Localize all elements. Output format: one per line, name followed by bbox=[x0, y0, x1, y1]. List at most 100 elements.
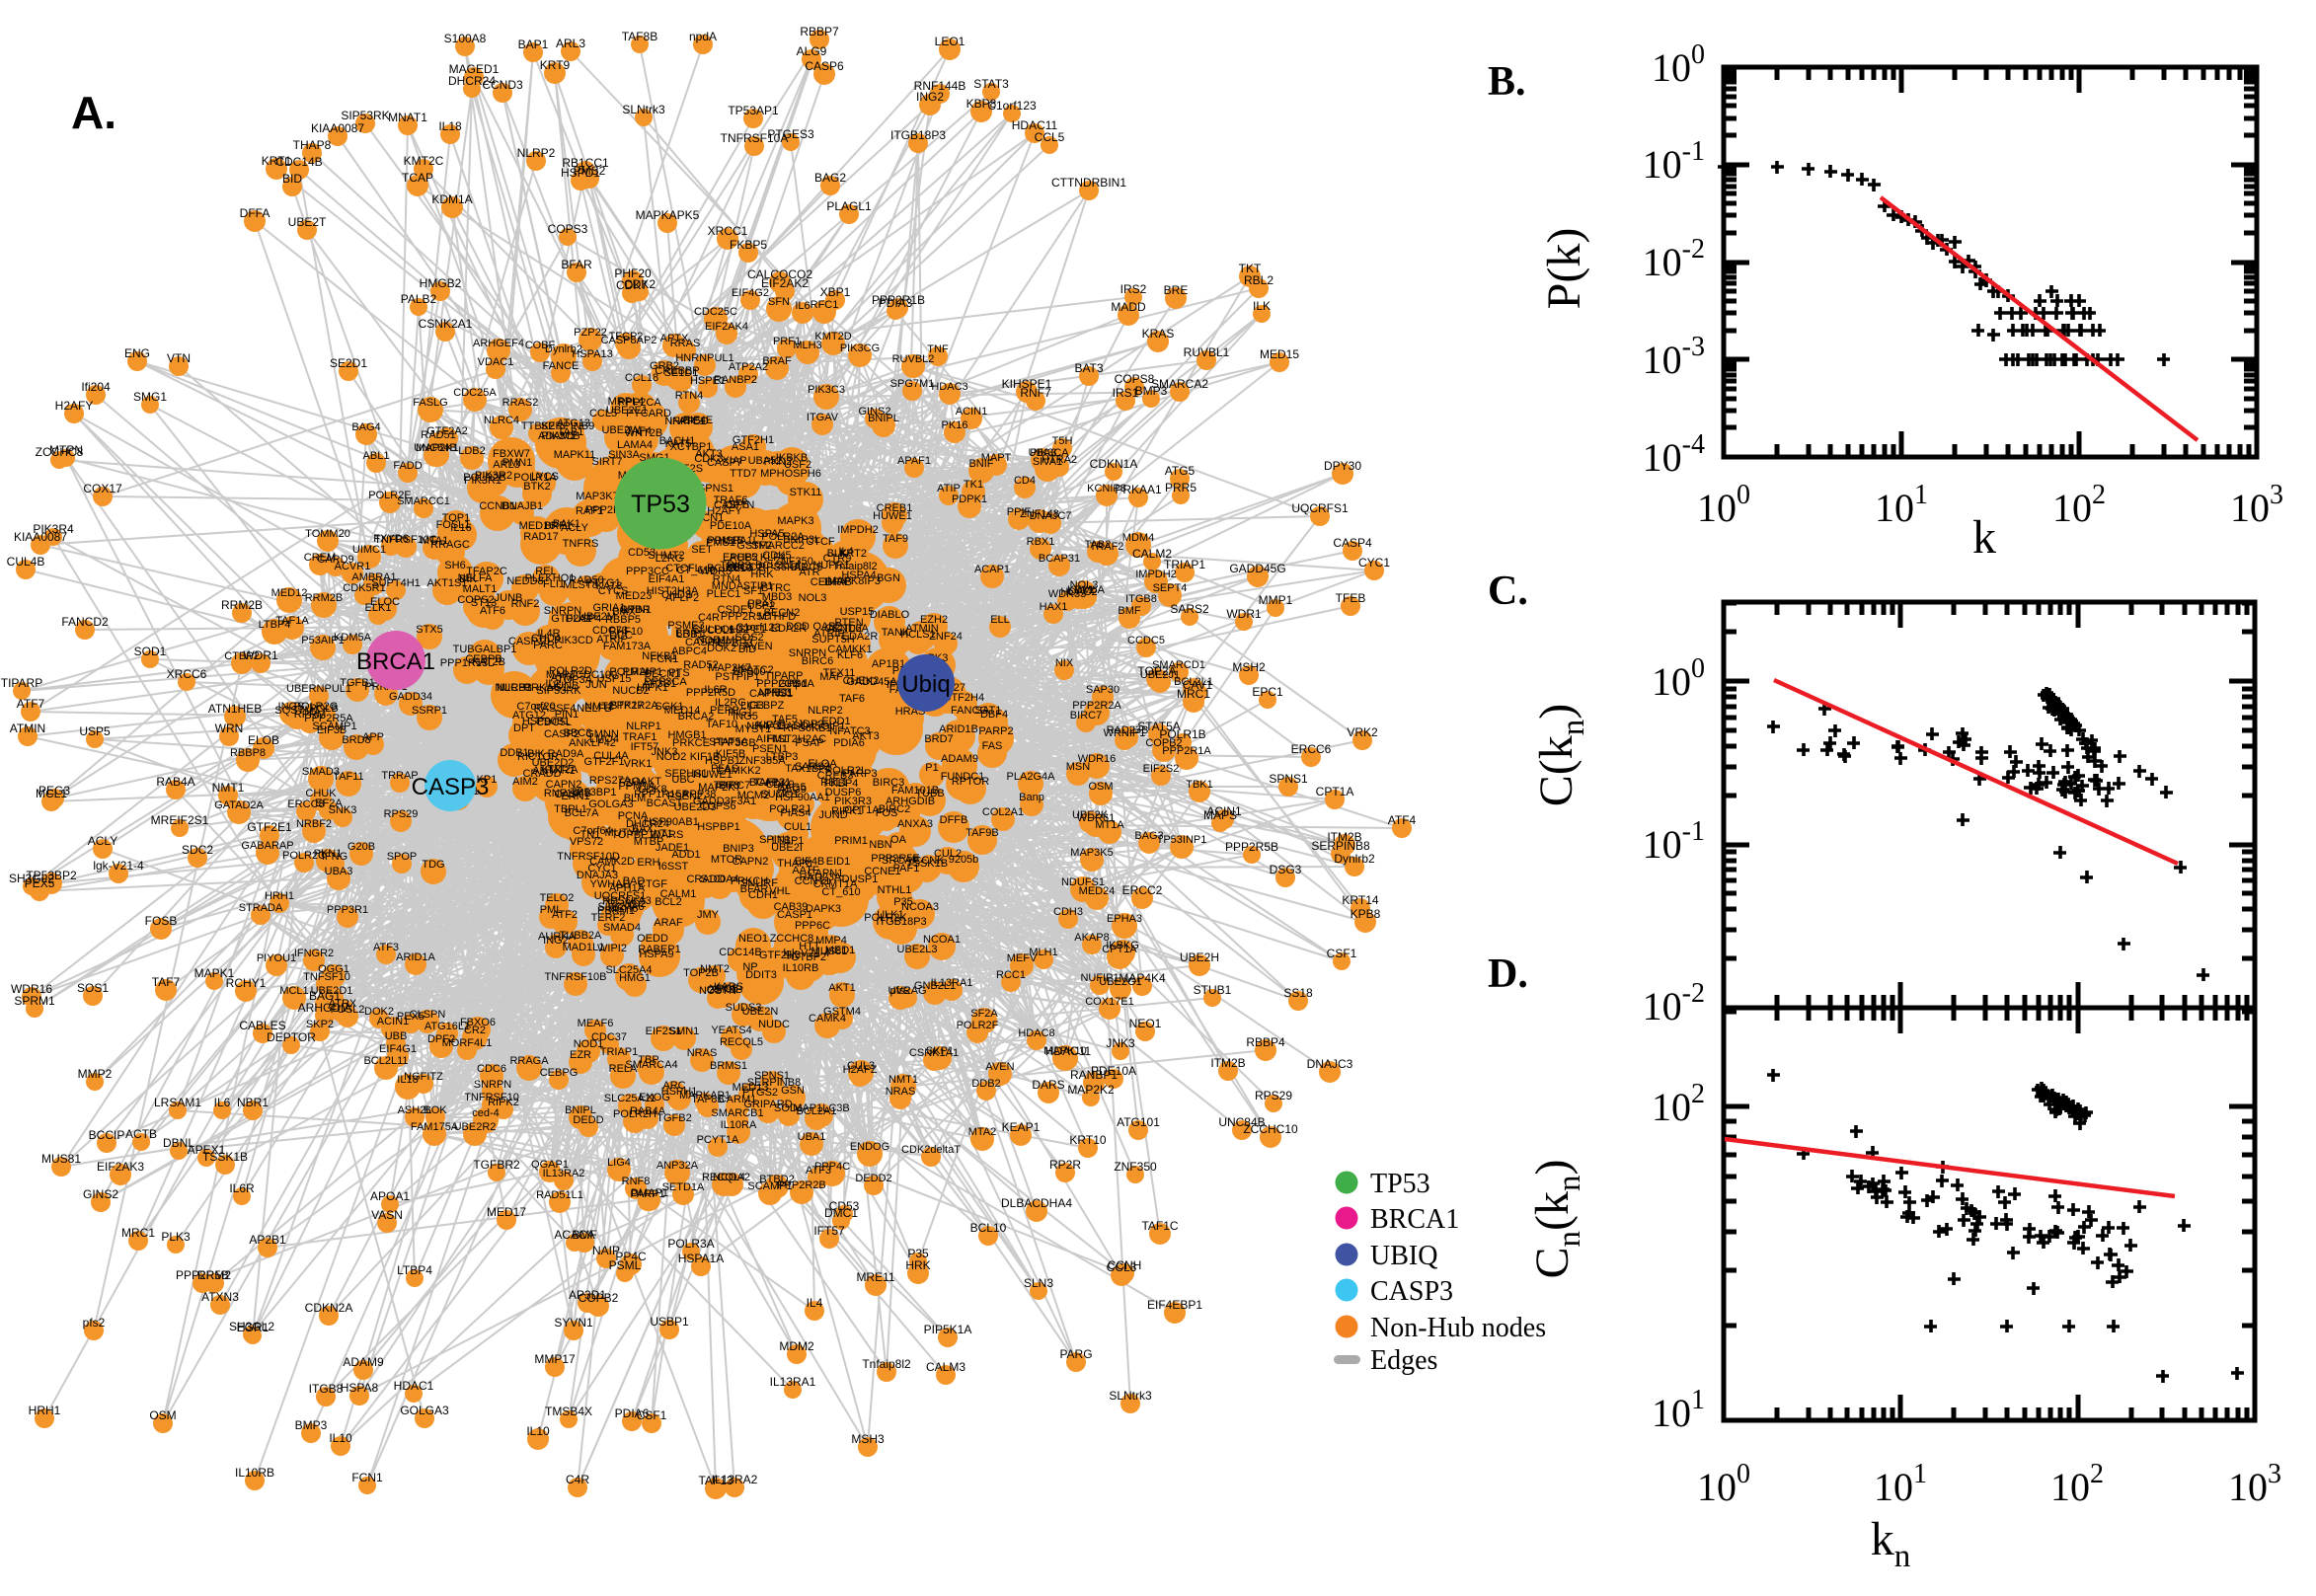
svg-text:DSG3: DSG3 bbox=[1270, 863, 1302, 876]
svg-text:PIK3C3: PIK3C3 bbox=[808, 384, 845, 396]
svg-text:CASP6: CASP6 bbox=[805, 59, 844, 73]
svg-text:CCNT1: CCNT1 bbox=[795, 875, 831, 887]
svg-text:BMP3: BMP3 bbox=[295, 1418, 328, 1432]
svg-text:9205b: 9205b bbox=[949, 854, 979, 866]
svg-text:BRCA1: BRCA1 bbox=[1370, 1204, 1459, 1235]
svg-text:LEO1: LEO1 bbox=[935, 35, 965, 48]
svg-text:KPB8: KPB8 bbox=[1351, 907, 1381, 921]
svg-text:STUB1: STUB1 bbox=[1194, 983, 1232, 997]
svg-text:CDK5R1: CDK5R1 bbox=[343, 582, 385, 594]
svg-text:MED15: MED15 bbox=[1260, 347, 1299, 361]
svg-text:IL13RA2: IL13RA2 bbox=[543, 1168, 585, 1179]
svg-text:PDE10A: PDE10A bbox=[1091, 1064, 1136, 1078]
svg-text:ACIN1: ACIN1 bbox=[1206, 804, 1242, 818]
svg-text:EIF3B: EIF3B bbox=[317, 724, 347, 736]
svg-text:TFEB: TFEB bbox=[1336, 591, 1366, 605]
svg-text:F2H4: F2H4 bbox=[619, 777, 646, 789]
svg-text:KRAS: KRAS bbox=[1142, 327, 1175, 341]
svg-text:BMF: BMF bbox=[1118, 605, 1141, 617]
svg-text:GOLGA3: GOLGA3 bbox=[400, 1404, 449, 1417]
svg-text:RBX1: RBX1 bbox=[1027, 536, 1055, 548]
svg-text:SFN: SFN bbox=[768, 296, 790, 308]
svg-text:ATN1HEB: ATN1HEB bbox=[208, 702, 262, 716]
svg-text:NTHL1: NTHL1 bbox=[878, 884, 912, 896]
svg-text:LDB2: LDB2 bbox=[458, 445, 486, 457]
svg-text:TAF9: TAF9 bbox=[883, 533, 908, 545]
svg-text:BRCA1: BRCA1 bbox=[356, 648, 435, 675]
svg-text:DNAJC3: DNAJC3 bbox=[1307, 1057, 1353, 1071]
svg-text:HMGB2: HMGB2 bbox=[420, 276, 462, 290]
svg-text:DUSP4: DUSP4 bbox=[566, 613, 602, 625]
svg-text:CDK7: CDK7 bbox=[616, 278, 648, 292]
svg-text:CPT1A: CPT1A bbox=[1316, 785, 1354, 798]
svg-text:OSM: OSM bbox=[149, 1408, 176, 1422]
svg-text:EZR: EZR bbox=[570, 1049, 591, 1061]
svg-text:MED12: MED12 bbox=[271, 587, 308, 599]
svg-text:UBE2R2: UBE2R2 bbox=[454, 1121, 497, 1133]
svg-text:KLF6: KLF6 bbox=[837, 649, 863, 661]
svg-text:NOD2: NOD2 bbox=[656, 751, 687, 763]
svg-text:HNRNPUL1: HNRNPUL1 bbox=[675, 352, 733, 364]
svg-text:ITM2B: ITM2B bbox=[1210, 1056, 1245, 1070]
svg-text:RAD17: RAD17 bbox=[523, 531, 558, 543]
svg-text:SMAD3: SMAD3 bbox=[302, 766, 340, 778]
svg-text:RCHY1: RCHY1 bbox=[226, 976, 267, 990]
svg-text:PPP2R1A: PPP2R1A bbox=[1162, 745, 1211, 757]
svg-text:MAP2K1: MAP2K1 bbox=[416, 442, 458, 454]
svg-text:RNF144B: RNF144B bbox=[914, 79, 966, 93]
svg-text:ALG9: ALG9 bbox=[797, 44, 827, 58]
svg-text:CDH3: CDH3 bbox=[1053, 906, 1083, 918]
svg-text:SPIN1: SPIN1 bbox=[759, 834, 791, 846]
svg-text:WDR1: WDR1 bbox=[1226, 607, 1262, 621]
svg-text:AP3B1: AP3B1 bbox=[643, 678, 676, 690]
svg-text:ARHGEF4: ARHGEF4 bbox=[473, 338, 524, 349]
svg-text:D.: D. bbox=[1488, 951, 1528, 997]
svg-text:MALT1: MALT1 bbox=[463, 583, 498, 595]
svg-text:CASP3: CASP3 bbox=[412, 774, 490, 800]
svg-text:NBR1: NBR1 bbox=[237, 1096, 269, 1109]
svg-text:UBE2T: UBE2T bbox=[288, 215, 327, 229]
svg-text:TGFB1: TGFB1 bbox=[340, 677, 374, 689]
svg-text:ITGB8: ITGB8 bbox=[1125, 593, 1157, 605]
svg-text:RAF1: RAF1 bbox=[576, 505, 603, 517]
svg-text:CCL5: CCL5 bbox=[1035, 130, 1065, 144]
svg-text:PPP2R5B: PPP2R5B bbox=[176, 1268, 229, 1282]
svg-text:Ubiq: Ubiq bbox=[901, 671, 950, 698]
svg-text:BMP3: BMP3 bbox=[1135, 384, 1168, 398]
svg-text:CDC73: CDC73 bbox=[592, 625, 628, 637]
svg-text:BGN: BGN bbox=[877, 572, 900, 584]
svg-text:C1orf123: C1orf123 bbox=[987, 99, 1037, 113]
svg-text:BCL10: BCL10 bbox=[970, 1221, 1007, 1235]
svg-text:HRH1: HRH1 bbox=[29, 1404, 61, 1417]
svg-text:EID1: EID1 bbox=[826, 856, 850, 868]
svg-text:HDAC8: HDAC8 bbox=[1018, 1027, 1054, 1039]
svg-text:NCOA3: NCOA3 bbox=[901, 901, 939, 913]
svg-text:H2AFY: H2AFY bbox=[55, 399, 94, 413]
svg-text:MCL1: MCL1 bbox=[279, 985, 308, 997]
svg-text:SETD1A: SETD1A bbox=[662, 1181, 705, 1193]
svg-text:NIX: NIX bbox=[1055, 657, 1074, 669]
svg-text:COX17: COX17 bbox=[83, 482, 122, 495]
svg-text:Dynlrb2: Dynlrb2 bbox=[545, 343, 582, 355]
svg-text:NRAS: NRAS bbox=[687, 1047, 718, 1059]
svg-text:TAF4: TAF4 bbox=[626, 425, 652, 437]
svg-text:AP1B1: AP1B1 bbox=[872, 658, 905, 670]
svg-text:TAF9B: TAF9B bbox=[965, 827, 998, 839]
svg-text:DFFB: DFFB bbox=[940, 814, 968, 826]
svg-text:CUL4B: CUL4B bbox=[7, 555, 45, 569]
svg-text:MAP2K7: MAP2K7 bbox=[698, 782, 740, 794]
svg-text:TRIAP1: TRIAP1 bbox=[600, 1046, 639, 1058]
svg-text:DPY30: DPY30 bbox=[1324, 459, 1361, 473]
svg-text:NEO1: NEO1 bbox=[1129, 1017, 1162, 1030]
svg-text:TOP2B: TOP2B bbox=[683, 967, 719, 979]
svg-text:SERPINB8: SERPINB8 bbox=[1311, 839, 1370, 853]
svg-text:EPC1: EPC1 bbox=[1252, 685, 1283, 699]
svg-text:NEDD8: NEDD8 bbox=[506, 575, 543, 587]
svg-text:ATF7: ATF7 bbox=[17, 697, 45, 711]
svg-text:MDM4: MDM4 bbox=[1122, 532, 1154, 544]
svg-text:ARC: ARC bbox=[662, 1080, 685, 1092]
svg-text:APAF1: APAF1 bbox=[897, 455, 931, 467]
svg-text:GABARAP: GABARAP bbox=[241, 840, 293, 852]
svg-text:RELA: RELA bbox=[609, 1063, 638, 1075]
svg-text:PDPK1: PDPK1 bbox=[952, 494, 987, 505]
